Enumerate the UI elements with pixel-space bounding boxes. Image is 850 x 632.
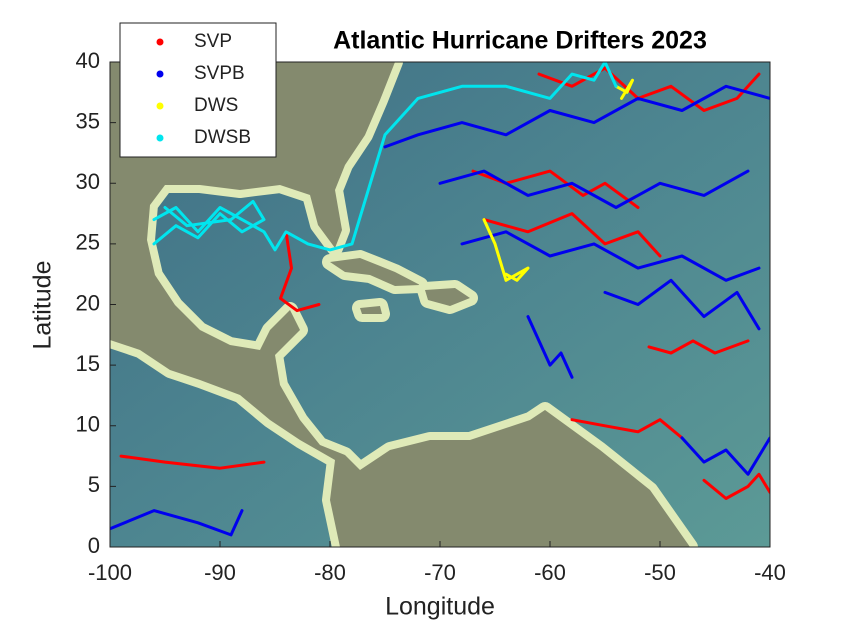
- x-axis-label: Longitude: [385, 593, 495, 621]
- drifter-track: [119, 66, 770, 500]
- x-tick-label: -50: [644, 560, 676, 585]
- legend-marker: [156, 70, 164, 78]
- y-tick-label: 40: [76, 48, 100, 73]
- x-tick-label: -90: [204, 560, 236, 585]
- legend-label: DWS: [194, 95, 238, 116]
- land: [110, 62, 698, 547]
- legend-marker: [156, 38, 164, 46]
- drifter-track: [110, 84, 770, 537]
- legend-marker: [156, 134, 164, 142]
- y-tick-label: 30: [76, 169, 100, 194]
- hispaniola: [417, 280, 478, 314]
- y-tick-label: 20: [76, 290, 100, 315]
- x-tick-label: -60: [534, 560, 566, 585]
- chart-title: Atlantic Hurricane Drifters 2023: [333, 27, 707, 55]
- y-tick-label: 25: [76, 230, 100, 255]
- jamaica: [352, 298, 390, 322]
- x-tick-label: -70: [424, 560, 456, 585]
- y-tick-label: 0: [88, 533, 100, 558]
- x-tick-label: -100: [88, 560, 132, 585]
- y-tick-label: 5: [88, 472, 100, 497]
- axes: -100 -90 -80 -70 -60 -50 -40 0 5 10 15 20 25 30 35 40: [76, 48, 786, 585]
- y-tick-label: 10: [76, 412, 100, 437]
- drifter-track: [152, 62, 618, 252]
- tracks: [110, 62, 770, 537]
- legend-marker: [156, 102, 164, 110]
- basemap: [110, 62, 770, 547]
- legend: SVP SVPB DWS DWSB: [119, 22, 277, 158]
- legend-label: SVPB: [194, 63, 245, 84]
- legend-label: SVP: [194, 31, 232, 52]
- drifter-track: [482, 78, 634, 282]
- y-axis-label: Latitude: [29, 261, 57, 350]
- x-tick-label: -40: [754, 560, 786, 585]
- x-tick-label: -80: [314, 560, 346, 585]
- legend-box: [119, 22, 277, 158]
- cuba: [322, 250, 428, 294]
- y-tick-label: 35: [76, 108, 100, 133]
- y-tick-label: 15: [76, 351, 100, 376]
- continent: [110, 62, 698, 547]
- legend-label: DWSB: [194, 127, 251, 148]
